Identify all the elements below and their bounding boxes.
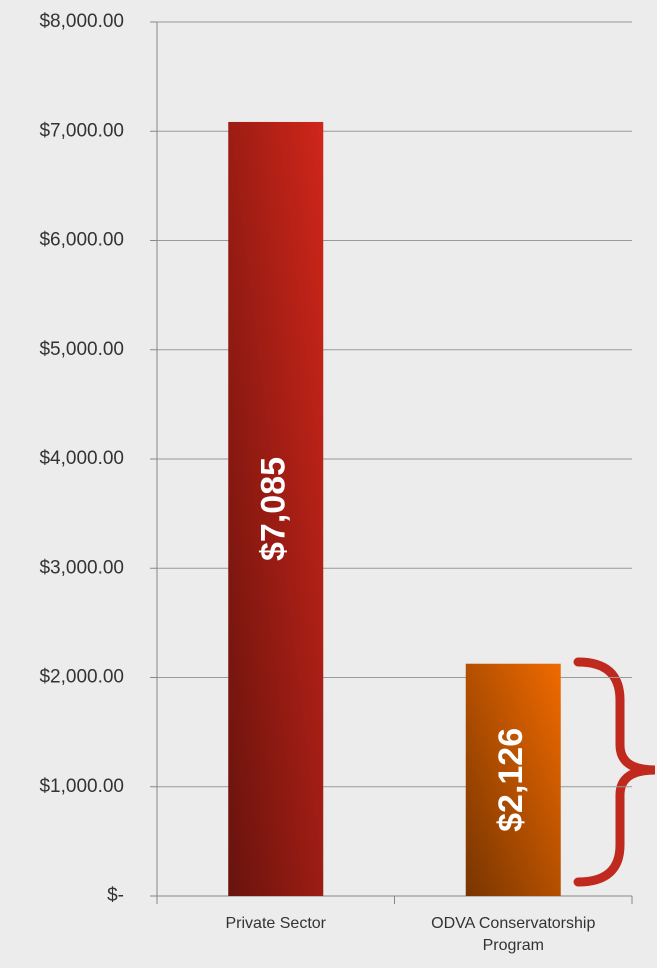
brace xyxy=(573,657,656,887)
y-tick-label: $5,000.00 xyxy=(39,339,124,360)
y-tick-label: $2,000.00 xyxy=(39,667,124,688)
bar xyxy=(228,121,324,897)
y-tick-label: $- xyxy=(107,885,124,906)
y-tick-label: $8,000.00 xyxy=(39,11,124,32)
data-label: $7,085 xyxy=(255,457,293,561)
bar xyxy=(465,663,561,896)
y-tick-label: $7,000.00 xyxy=(39,120,124,141)
x-tick-label: ODVA Conservatorship Program xyxy=(431,915,596,954)
y-tick-label: $3,000.00 xyxy=(39,557,124,578)
y-tick-label: $1,000.00 xyxy=(39,776,124,797)
y-tick-label: $4,000.00 xyxy=(39,448,124,469)
y-tick-label: $6,000.00 xyxy=(39,230,124,251)
x-tick-label: Private Sector xyxy=(225,915,326,932)
data-label: $2,126 xyxy=(492,728,530,832)
